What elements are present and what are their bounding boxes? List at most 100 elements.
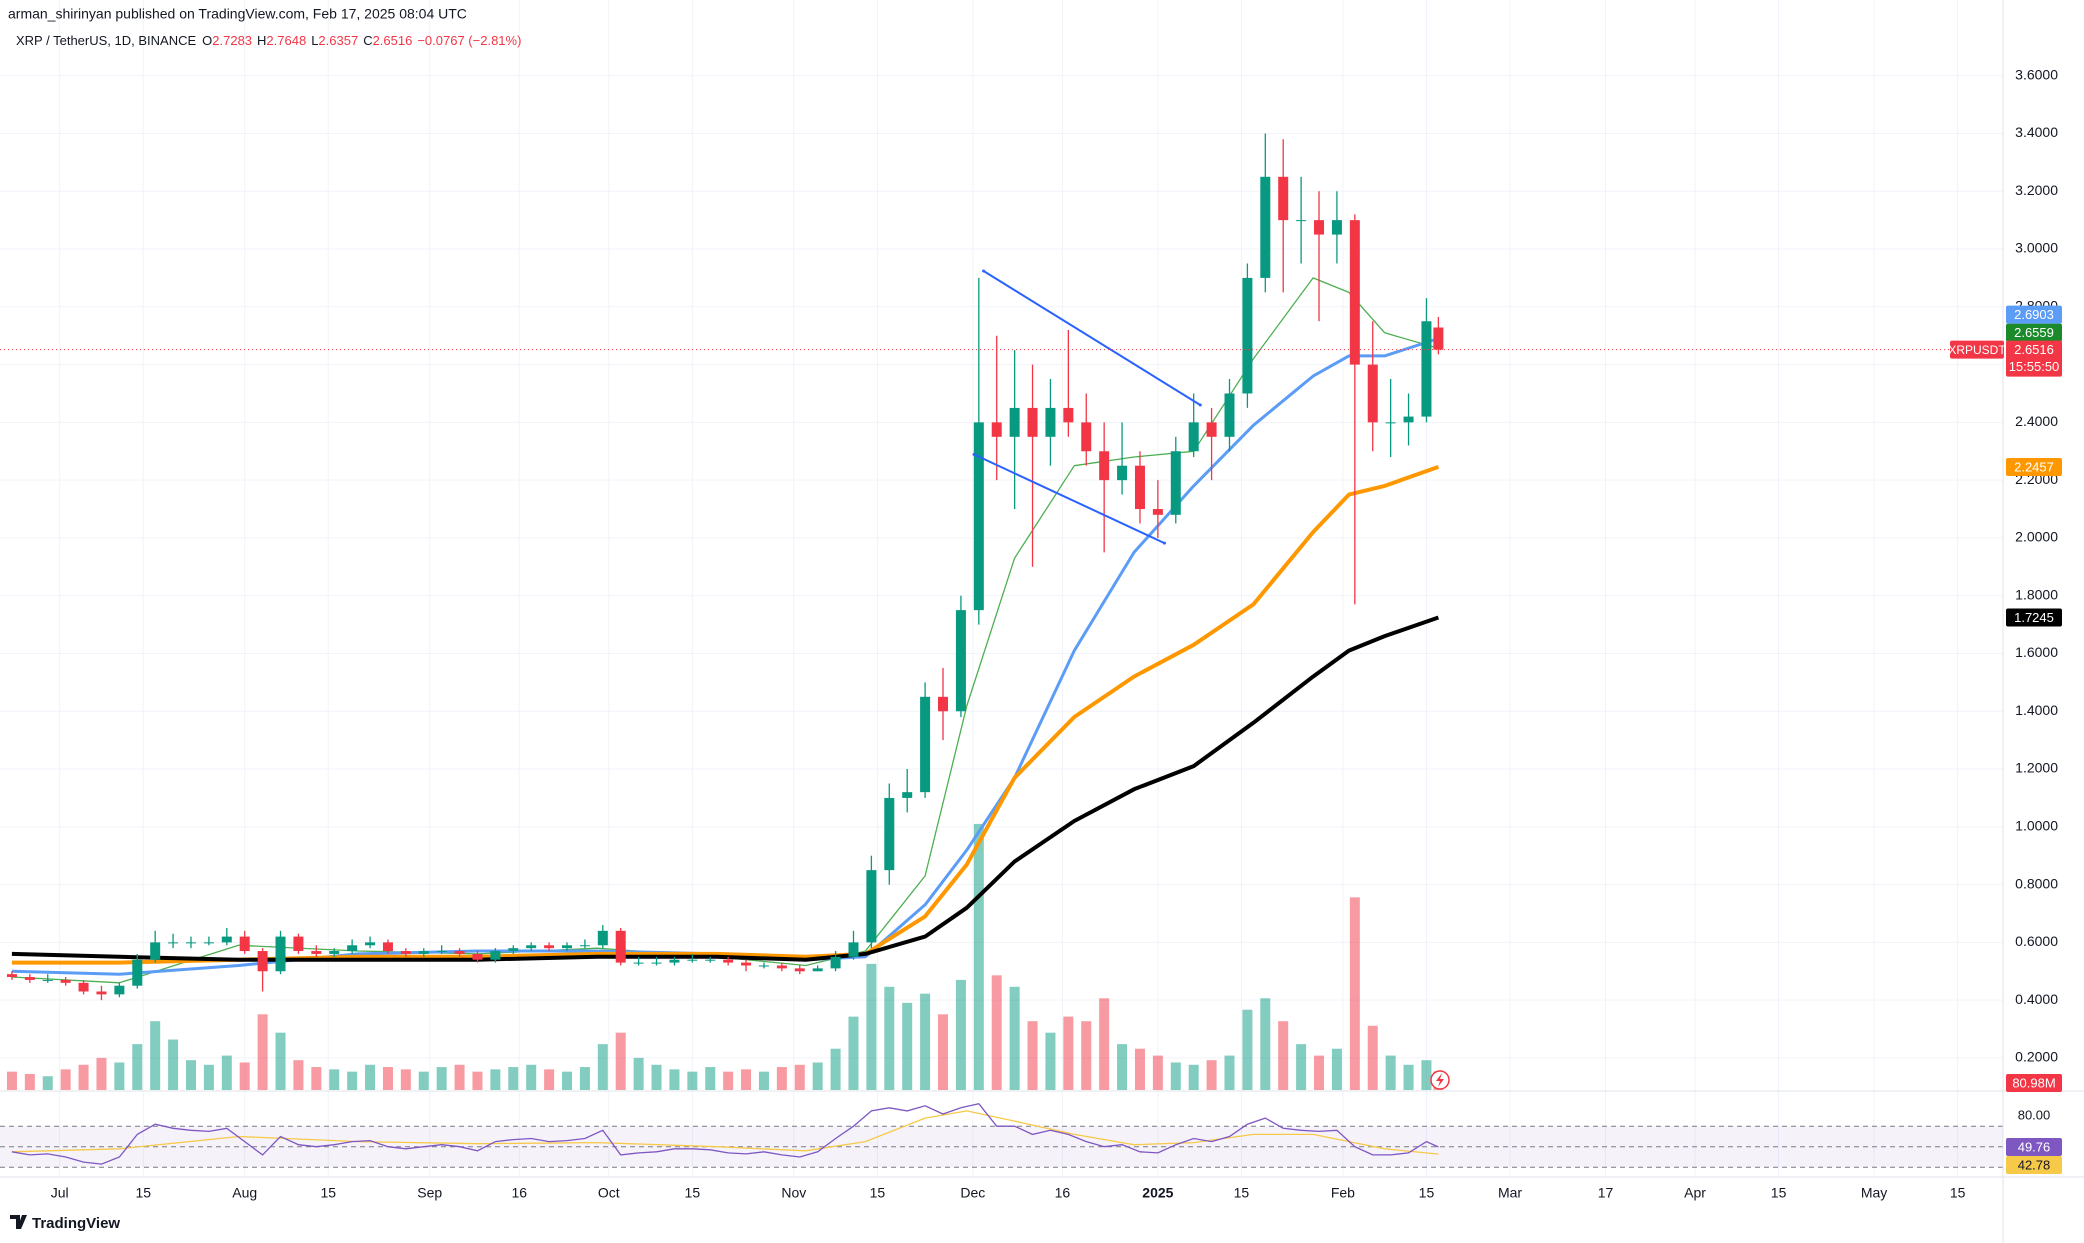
x-tick-label: Nov: [781, 1185, 806, 1201]
countdown: 15:55:50: [2009, 359, 2060, 374]
high-value: 2.7648: [266, 33, 306, 48]
volume-bar: [6, 1071, 17, 1090]
volume-bar: [168, 1039, 179, 1090]
rsi-tag-label: 49.76: [2018, 1139, 2051, 1154]
volume-bar: [561, 1071, 572, 1090]
footer-logo: TradingView: [10, 1215, 120, 1232]
volume-bar: [203, 1064, 214, 1090]
close-value: 2.6516: [373, 33, 413, 48]
volume-bar: [311, 1067, 322, 1090]
x-tick-label: Feb: [1331, 1185, 1355, 1201]
volume-bar: [723, 1071, 734, 1090]
candle-body: [723, 959, 734, 963]
y-tick-label: 3.2000: [2015, 182, 2058, 198]
candle-body: [669, 959, 680, 963]
price-tag: [2006, 305, 2062, 324]
candle-body: [1099, 451, 1110, 481]
candle-body: [185, 942, 196, 944]
volume-bar: [1009, 986, 1020, 1090]
volume-bar: [776, 1067, 787, 1090]
volume-bar: [1367, 1025, 1378, 1090]
candle-body: [150, 942, 161, 960]
volume-bar: [293, 1060, 304, 1090]
volume-bar: [669, 1069, 680, 1090]
candle-body: [812, 968, 823, 972]
volume-bar: [758, 1071, 769, 1090]
price-tag: [2006, 323, 2062, 342]
volume-bar: [615, 1032, 626, 1090]
ohlc-letter: H: [257, 33, 266, 48]
price-tag: [2006, 608, 2062, 627]
trendline-anchor: [1162, 541, 1166, 545]
candle-body: [920, 696, 931, 793]
rsi-tick-label: 80.00: [2018, 1107, 2051, 1122]
volume-bar: [741, 1069, 752, 1090]
x-tick-label: Oct: [598, 1185, 620, 1201]
x-tick-label: Dec: [960, 1185, 985, 1201]
volume-bar: [902, 1002, 913, 1090]
volume-tag: [2006, 1074, 2062, 1092]
candle-body: [955, 610, 966, 712]
rsi-signal: [11, 1110, 1439, 1155]
y-tick-label: 2.0000: [2015, 529, 2058, 545]
candle-body: [1134, 465, 1145, 510]
price-tag-label: 2.6516: [2014, 342, 2054, 357]
candle-body: [526, 945, 537, 949]
volume-bar: [132, 1044, 143, 1090]
volume-bar: [1188, 1064, 1199, 1090]
change: −0.0767 (−2.81%): [417, 33, 521, 48]
open-value: 2.7283: [212, 33, 252, 48]
volume-bar: [1349, 897, 1360, 1090]
candle-body: [830, 956, 841, 969]
volume-bar: [794, 1064, 805, 1090]
candle-body: [1331, 220, 1342, 235]
volume-bar: [275, 1032, 286, 1090]
price-tag: [2006, 340, 2062, 377]
x-tick-label: 15: [870, 1185, 886, 1201]
candle-body: [132, 959, 143, 986]
volume-bar: [257, 1014, 268, 1090]
candle-body: [973, 422, 984, 611]
x-tick-label: 15: [1771, 1185, 1787, 1201]
volume-bar: [1117, 1044, 1128, 1090]
grid: [0, 0, 2003, 1176]
candle-body: [365, 942, 376, 946]
symbol-title: XRP / TetherUS, 1D, BINANCE: [16, 33, 196, 48]
candle-body: [42, 979, 53, 981]
price-tag-label: 1.7245: [2014, 610, 2054, 625]
candle-body: [1242, 277, 1253, 394]
low-value: 2.6357: [318, 33, 358, 48]
candle-body: [436, 951, 447, 953]
volume-bar: [454, 1064, 465, 1090]
volume-bar: [150, 1021, 161, 1090]
candle-body: [508, 948, 519, 952]
y-tick-label: 0.8000: [2015, 875, 2058, 891]
y-tick-label: 3.6000: [2015, 66, 2058, 82]
candle-body: [687, 959, 698, 961]
candle-body: [24, 977, 35, 980]
candle-body: [1009, 407, 1020, 437]
candle-body: [347, 945, 358, 952]
volume-bar: [526, 1064, 537, 1090]
rsi-signal-tag-label: 42.78: [2018, 1157, 2051, 1172]
volume-bar: [991, 975, 1002, 1090]
volume-bar: [185, 1060, 196, 1090]
candle-body: [203, 942, 214, 944]
volume-bar: [1170, 1062, 1181, 1090]
candle-body: [1081, 422, 1092, 452]
trendline-anchor: [1198, 403, 1202, 407]
candle-body: [1296, 220, 1307, 222]
candle-body: [168, 942, 179, 944]
ohlc-letter: L: [311, 33, 318, 48]
volume-bar: [1385, 1055, 1396, 1090]
volume-bar: [329, 1069, 340, 1090]
volume-bar: [221, 1055, 232, 1090]
candle-body: [1433, 327, 1444, 350]
logo-icon: [10, 1215, 27, 1229]
candle-layer: [6, 133, 1444, 1001]
symbol-tag-label: XRPUSDT: [1948, 343, 2006, 357]
x-tick-label: 2025: [1142, 1185, 1173, 1201]
volume-bar: [812, 1062, 823, 1090]
volume-bar: [418, 1071, 429, 1090]
